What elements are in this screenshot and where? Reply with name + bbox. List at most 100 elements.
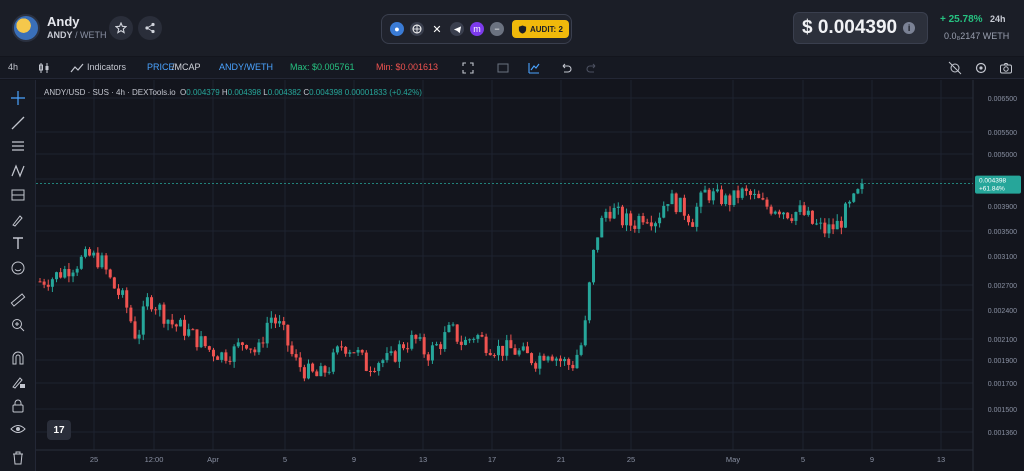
text-tool-icon[interactable] (10, 235, 26, 251)
fib-retracement-icon[interactable] (10, 187, 26, 203)
candle-body (798, 205, 802, 213)
candle-body (112, 277, 116, 289)
candle-body (422, 337, 426, 355)
info-icon[interactable]: i (903, 22, 916, 34)
eye-icon[interactable] (10, 421, 26, 437)
lock-drawing-icon[interactable] (10, 374, 26, 390)
candle-body (835, 220, 839, 230)
trash-icon[interactable] (10, 450, 26, 466)
screenshot-icon[interactable] (496, 61, 510, 75)
candle-body (550, 356, 554, 361)
candle-body (253, 349, 257, 353)
lock-icon[interactable] (10, 398, 26, 414)
candle-body (311, 363, 315, 372)
candle-body (145, 297, 149, 307)
coinmarketcap-icon[interactable]: m (470, 22, 484, 36)
candle-body (261, 342, 265, 344)
x-twitter-icon[interactable]: ✕ (432, 23, 442, 36)
candle-body (327, 371, 331, 373)
candle-body (183, 319, 187, 336)
pattern-icon[interactable] (10, 163, 26, 179)
candle-body (530, 353, 534, 364)
candle-body (860, 183, 864, 190)
mcap-toggle[interactable]: /MCAP (172, 62, 201, 72)
candle-body (195, 329, 199, 348)
interval-selector[interactable]: 4h (8, 62, 19, 72)
candle-body (732, 190, 736, 205)
candle-body (426, 354, 430, 361)
magnet-icon[interactable] (10, 350, 26, 366)
share-button[interactable] (138, 16, 162, 40)
candle-body (178, 319, 182, 327)
zoom-in-icon[interactable] (10, 317, 26, 333)
candle-body (269, 317, 273, 323)
price-chart[interactable]: 0.0065000.0055000.0050000.0045000.003900… (36, 80, 1024, 471)
candle-body (352, 352, 356, 354)
candle-body (728, 195, 732, 205)
redo-icon[interactable] (585, 61, 599, 75)
candle-body (794, 212, 798, 221)
candle-body (852, 193, 856, 202)
candle-body (567, 359, 571, 365)
candle-body (703, 189, 707, 193)
x-axis-tick-label: 25 (627, 455, 635, 464)
candle-body (476, 335, 480, 339)
fullscreen-icon[interactable] (461, 61, 475, 75)
legend-low-key: L (263, 88, 268, 97)
trend-line-icon[interactable] (10, 115, 26, 131)
candle-type-icon[interactable] (37, 61, 51, 75)
indicators-icon (70, 63, 84, 73)
ruler-icon[interactable] (10, 292, 26, 308)
crosshair-icon[interactable] (10, 90, 26, 106)
legend-low: 0.004382 (267, 88, 302, 97)
legend-close: 0.004398 (309, 88, 343, 97)
y-axis-tick-label: 0.003900 (988, 204, 1017, 211)
candle-body (579, 345, 583, 355)
horizontal-lines-icon[interactable] (10, 138, 26, 154)
candle-body (447, 324, 451, 333)
etherscan-icon[interactable]: − (490, 22, 504, 36)
candle-body (88, 249, 92, 256)
candle-body (55, 272, 59, 280)
candle-body (468, 339, 472, 341)
cursor-settings-icon[interactable] (948, 61, 962, 75)
price-toggle[interactable]: PRICE (147, 62, 175, 72)
drawing-toolbar (0, 80, 36, 471)
chart-compare-icon[interactable] (527, 61, 541, 75)
candle-body (753, 193, 757, 195)
candle-body (819, 222, 823, 224)
legend-high: 0.004398 (227, 88, 262, 97)
candle-body (666, 204, 670, 206)
min-price-label: Min: $0.001613 (376, 62, 439, 72)
x-axis-tick-label: 9 (352, 455, 356, 464)
pair-toggle[interactable]: ANDY/WETH (219, 62, 273, 72)
undo-icon[interactable] (559, 61, 573, 75)
indicators-button[interactable]: Indicators (87, 62, 127, 72)
candle-body (782, 212, 786, 215)
candle-body (191, 329, 195, 331)
token-pair-base: ANDY (47, 30, 73, 40)
brush-icon[interactable] (10, 212, 26, 228)
camera-icon[interactable] (999, 61, 1013, 75)
candle-body (521, 346, 525, 351)
audit-label: AUDIT: 2 (530, 24, 563, 34)
candle-body (228, 360, 232, 362)
x-axis-tick-label: 9 (870, 455, 874, 464)
settings-icon[interactable] (974, 61, 988, 75)
candle-body (158, 304, 162, 310)
candle-body (501, 345, 505, 356)
website-icon[interactable] (410, 22, 424, 36)
candle-body (806, 210, 810, 215)
favorite-button[interactable] (109, 16, 133, 40)
candle-body (166, 319, 170, 324)
candle-body (637, 216, 641, 229)
candle-body (802, 205, 806, 215)
candle-body (459, 341, 463, 345)
candle-body (736, 190, 740, 198)
x-axis-tick-label: 13 (419, 455, 427, 464)
candle-body (162, 304, 166, 324)
telegram-icon[interactable] (450, 22, 464, 36)
emoji-icon[interactable] (10, 260, 26, 276)
audit-badge[interactable]: AUDIT: 2 (512, 20, 569, 38)
chain-icon[interactable]: ● (390, 22, 404, 36)
